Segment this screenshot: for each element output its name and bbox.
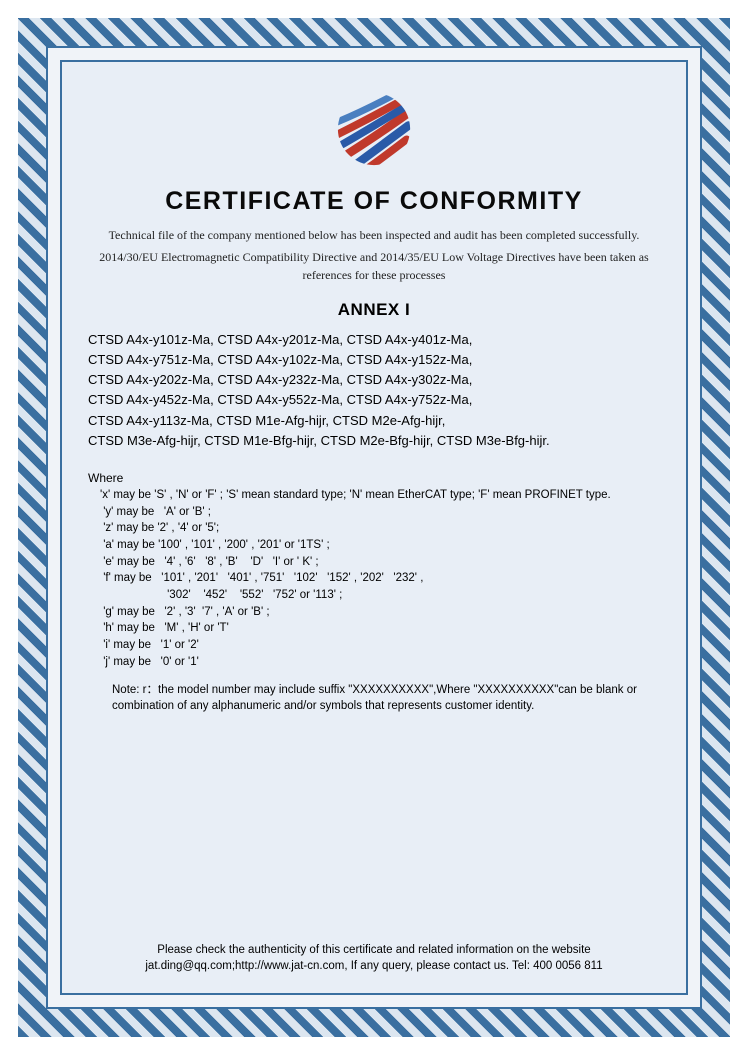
footer: Please check the authenticity of this ce…: [88, 942, 660, 979]
certificate-subtitle: Technical file of the company mentioned …: [88, 226, 660, 244]
footer-line-1: Please check the authenticity of this ce…: [88, 942, 660, 959]
certificate-title: CERTIFICATE OF CONFORMITY: [88, 187, 660, 216]
certificate-body: CERTIFICATE OF CONFORMITY Technical file…: [60, 60, 688, 995]
note-text: Note: r：the model number may include suf…: [88, 682, 660, 714]
globe-logo-icon: [331, 86, 417, 172]
footer-line-2: jat.ding@qq.com;http://www.jat-cn.com, I…: [88, 958, 660, 975]
logo-container: [88, 86, 660, 177]
directives-text: 2014/30/EU Electromagnetic Compatibility…: [88, 248, 660, 284]
model-list: CTSD A4x-y101z-Ma, CTSD A4x-y201z-Ma, CT…: [88, 330, 660, 451]
where-definitions: 'x' may be 'S' , 'N' or 'F' ; 'S' mean s…: [88, 487, 660, 670]
where-label: Where: [88, 471, 660, 485]
spacer: [88, 734, 660, 941]
annex-heading: ANNEX I: [88, 300, 660, 320]
